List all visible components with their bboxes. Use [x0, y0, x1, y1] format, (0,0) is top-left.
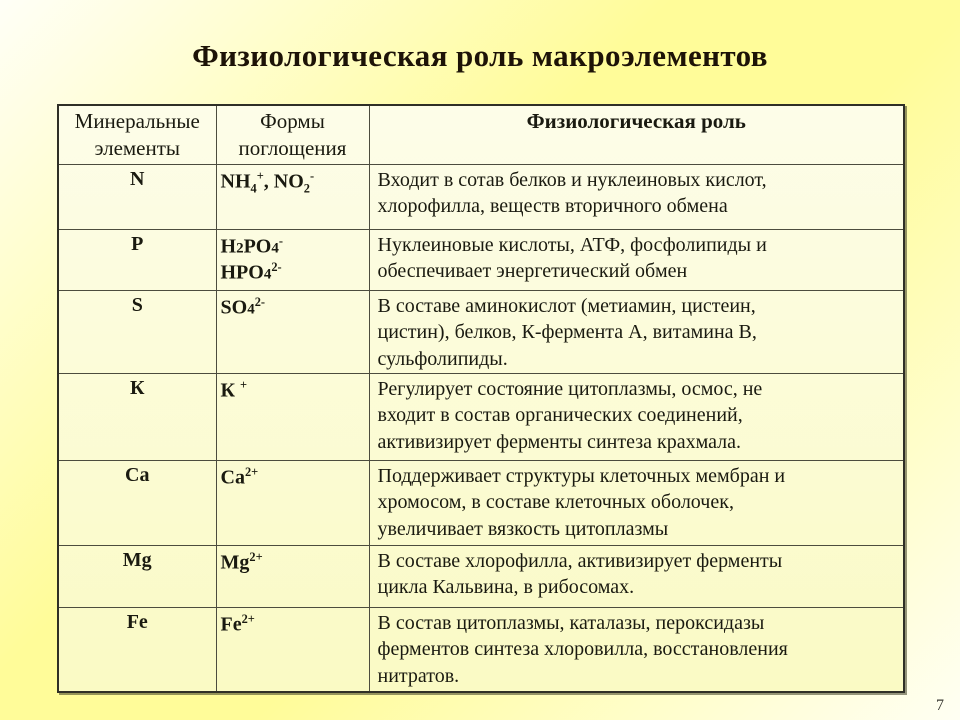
element-symbol-cell: S — [57, 289, 217, 374]
slide-title: Физиологическая роль макроэлементов — [192, 38, 768, 73]
absorption-forms-cell: H2PO4- HPO42- — [215, 228, 370, 291]
header-physiological-role: Физиологическая роль — [368, 104, 905, 165]
physiological-role-cell: В составе хлорофилла, активизирует ферме… — [368, 544, 905, 608]
element-symbol-cell: Mg — [57, 544, 217, 608]
absorption-forms-cell: К + — [215, 372, 370, 461]
physiological-role-cell: Регулирует состояние цитоплазмы, осмос, … — [368, 372, 905, 461]
absorption-forms-cell: Fe2+ — [215, 606, 370, 693]
element-symbol-cell: К — [57, 372, 217, 461]
table-row: Mg Mg2+ В составе хлорофилла, активизирует… — [57, 544, 905, 608]
element-symbol-cell: P — [57, 228, 217, 291]
table-row: Fe Fe2+ В состав цитоплазмы, каталазы, пер… — [57, 606, 905, 693]
physiological-role-cell: В составе аминокислот (метиамин, цистеин… — [368, 289, 905, 374]
element-symbol-cell: Ca — [57, 459, 217, 546]
physiological-role-cell: Поддерживает структуры клеточных мембран… — [368, 459, 905, 546]
table-row: S SO42- В составе аминокислот (метиамин, ц… — [57, 289, 905, 374]
absorption-forms-cell: Mg2+ — [215, 544, 370, 608]
element-symbol-cell: Fe — [57, 606, 217, 693]
table-body: N NH4+, NO2- Входит в сотав белков и нукле… — [57, 163, 905, 693]
physiological-role-cell: В состав цитоплазмы, каталазы, пероксида… — [368, 606, 905, 693]
table-header-row: Минеральные элементы Формы поглощения Фи… — [57, 104, 905, 165]
absorption-forms-cell: NH4+, NO2- — [215, 163, 370, 230]
table-row: N NH4+, NO2- Входит в сотав белков и нукле… — [57, 163, 905, 230]
absorption-forms-cell: Ca2+ — [215, 459, 370, 546]
table-row: Ca Ca2+ Поддерживает структуры клеточных м… — [57, 459, 905, 546]
physiological-role-cell: Входит в сотав белков и нуклеиновых кисл… — [368, 163, 905, 230]
element-symbol-cell: N — [57, 163, 217, 230]
header-mineral-elements: Минеральные элементы — [57, 104, 217, 165]
absorption-forms-cell: SO42- — [215, 289, 370, 374]
header-absorption-forms: Формы поглощения — [215, 104, 370, 165]
table-row: P H2PO4- HPO42- Нуклеиновые кислоты, АТФ, ф… — [57, 228, 905, 291]
macroelements-table: Минеральные элементы Формы поглощения Фи… — [57, 104, 905, 693]
physiological-role-cell: Нуклеиновые кислоты, АТФ, фосфолипиды и … — [368, 228, 905, 291]
page-number: 7 — [936, 697, 944, 714]
